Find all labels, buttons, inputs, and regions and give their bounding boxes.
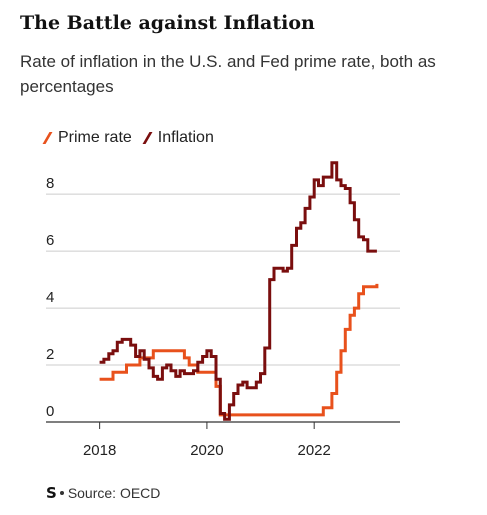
- y-tick-label-2: 2: [46, 346, 54, 363]
- x-tick-label-2022: 2022: [297, 442, 330, 459]
- y-tick-label-0: 0: [46, 403, 54, 420]
- y-tick-label-4: 4: [46, 289, 54, 306]
- legend-label-prime: Prime rate: [58, 129, 132, 146]
- source-dot-icon: [59, 491, 64, 495]
- source-line: S Source: OECD: [46, 484, 160, 502]
- y-tick-label-8: 8: [46, 175, 54, 192]
- legend-item-prime: Prime rate: [42, 129, 132, 147]
- series-line-inflation: [99, 161, 377, 421]
- x-tick-label-2018: 2018: [83, 442, 116, 459]
- y-tick-label-6: 6: [46, 232, 54, 249]
- legend-label-inflation: Inflation: [157, 129, 214, 146]
- source-text: Source: OECD: [67, 485, 161, 501]
- legend: Prime rate Inflation: [42, 129, 228, 147]
- publisher-logo: S: [46, 484, 57, 502]
- chart-subtitle: Rate of inflation in the U.S. and Fed pr…: [20, 52, 436, 96]
- chart-title: The Battle against Inflation: [20, 12, 315, 34]
- legend-item-inflation: Inflation: [142, 129, 214, 147]
- x-tick-label-2020: 2020: [190, 442, 223, 459]
